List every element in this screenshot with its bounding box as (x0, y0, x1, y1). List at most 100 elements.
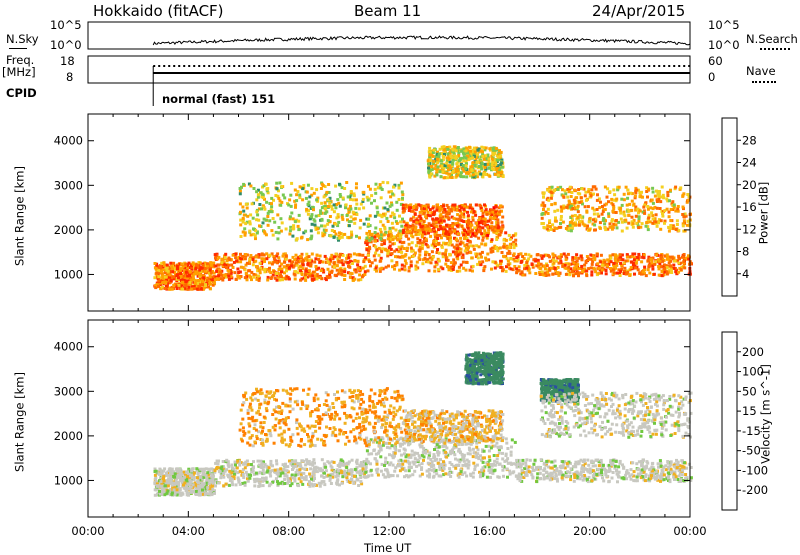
power-echo-cell (358, 207, 361, 210)
power-echo-cell (524, 253, 527, 256)
power-echo-cell (611, 225, 614, 228)
power-echo-cell (521, 255, 524, 258)
power-echo-cell (414, 213, 417, 216)
power-echo-cell (637, 253, 640, 256)
power-echo-cell (500, 230, 503, 233)
power-echo-cell (546, 264, 549, 267)
power-echo-cell (612, 188, 615, 191)
power-echo-cell (273, 257, 276, 260)
power-echo-cell (474, 164, 477, 167)
power-echo-cell (625, 260, 628, 263)
power-echo-cell (381, 215, 384, 218)
power-echo-cell (380, 250, 383, 253)
power-echo-cell (285, 228, 288, 231)
power-echo-cell (288, 233, 291, 236)
velocity-echo-cell (239, 470, 242, 473)
power-echo-cell (558, 262, 561, 265)
power-echo-cell (428, 147, 431, 150)
velocity-echo-cell (190, 486, 193, 489)
power-echo-cell (396, 209, 399, 212)
power-echo-cell (565, 227, 568, 230)
power-echo-cell (592, 218, 595, 221)
power-echo-cell (334, 223, 337, 226)
power-echo-cell (467, 222, 470, 225)
power-echo-cell (305, 197, 308, 200)
power-echo-cell (294, 206, 297, 209)
power-echo-cell (541, 257, 544, 260)
power-echo-cell (465, 149, 468, 152)
power-echo-cell (477, 256, 480, 259)
power-echo-cell (540, 204, 543, 207)
velocity-echo-cell (269, 475, 272, 478)
power-echo-cell (439, 170, 442, 173)
power-echo-cell (633, 203, 636, 206)
power-echo-cell (254, 260, 257, 263)
power-echo-cell (491, 250, 494, 253)
power-echo-cell (199, 261, 202, 264)
power-echo-cell (490, 221, 493, 224)
power-echo-cell (245, 203, 248, 206)
power-echo-cell (258, 279, 261, 282)
power-echo-cell (337, 273, 340, 276)
power-echo-cell (462, 261, 465, 264)
power-echo-cell (317, 258, 320, 261)
power-echo-cell (577, 192, 580, 195)
power-echo-cell (595, 188, 598, 191)
power-echo-cell (488, 167, 491, 170)
power-echo-cell (176, 267, 179, 270)
power-echo-cell (414, 265, 417, 268)
velocity-echo-cell (231, 481, 234, 484)
power-echo-cell (298, 194, 301, 197)
power-echo-cell (375, 266, 378, 269)
power-echo-cell (268, 270, 271, 273)
velocity-echo-cell (172, 475, 175, 478)
power-echo-cell (615, 198, 618, 201)
power-echo-cell (677, 205, 680, 208)
power-echo-cell (441, 252, 444, 255)
power-echo-cell (379, 187, 382, 190)
power-echo-cell (362, 206, 365, 209)
power-echo-cell (195, 271, 198, 274)
power-echo-cell (496, 264, 499, 267)
power-echo-cell (279, 217, 282, 220)
power-echo-cell (343, 274, 346, 277)
power-echo-cell (601, 264, 604, 267)
power-echo-cell (333, 236, 336, 239)
power-echo-cell (613, 272, 616, 275)
power-echo-cell (597, 267, 600, 270)
power-echo-cell (629, 256, 632, 259)
power-echo-cell (650, 258, 653, 261)
power-echo-cell (668, 230, 671, 233)
power-echo-cell (444, 232, 447, 235)
power-echo-cell (419, 242, 422, 245)
power-echo-cell (633, 258, 636, 261)
power-echo-cell (302, 184, 305, 187)
power-echo-cell (596, 208, 599, 211)
velocity-echo-cell (201, 482, 204, 485)
power-echo-cell (460, 264, 463, 267)
velocity-echo-cell (354, 468, 357, 471)
power-echo-cell (479, 173, 482, 176)
power-y-tick-label: 2000 (54, 223, 83, 237)
power-echo-cell (445, 224, 448, 227)
power-echo-cell (430, 165, 433, 168)
velocity-echo-cell (190, 491, 193, 494)
power-echo-cell (399, 220, 402, 223)
power-echo-cell (324, 255, 327, 258)
velocity-echo-cell (155, 470, 158, 473)
power-echo-cell (445, 172, 448, 175)
power-echo-cell (415, 268, 418, 271)
power-echo-cell (432, 213, 435, 216)
power-echo-cell (621, 204, 624, 207)
power-echo-cell (431, 207, 434, 210)
power-echo-cell (322, 184, 325, 187)
power-echo-cell (576, 263, 579, 266)
power-echo-cell (429, 159, 432, 162)
power-echo-cell (484, 218, 487, 221)
power-echo-cell (327, 183, 330, 186)
power-echo-cell (348, 220, 351, 223)
power-echo-cell (599, 221, 602, 224)
velocity-echo-cell (250, 471, 253, 474)
power-echo-cell (478, 204, 481, 207)
power-echo-cell (299, 185, 302, 188)
